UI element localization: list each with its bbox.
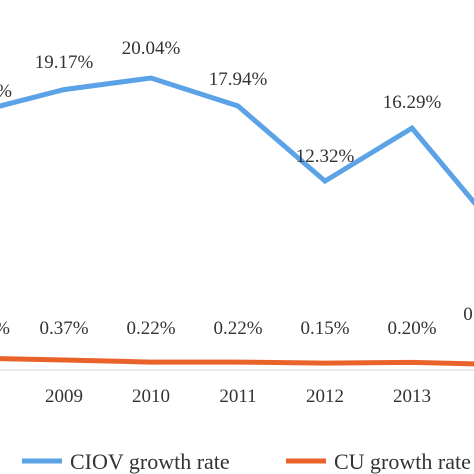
data-label: 0 — [463, 304, 473, 325]
x-tick-label: 2009 — [45, 386, 83, 407]
data-labels: % 19.17% 20.04% 17.94% 12.32% 16.29%% 0.37% 0.2… — [0, 38, 473, 339]
data-label: 17.94% — [209, 69, 268, 90]
legend-label-ciov: CIOV growth rate — [70, 449, 230, 474]
series-layer — [0, 75, 474, 367]
x-tick-label: 2011 — [219, 386, 256, 407]
data-label: % — [0, 81, 12, 102]
data-label: 0.15% — [300, 318, 349, 339]
series-line-0 — [0, 75, 474, 207]
x-tick-label: 2010 — [132, 386, 170, 407]
x-tick-label: 2013 — [393, 386, 431, 407]
data-label: 0.22% — [126, 318, 175, 339]
data-label: 12.32% — [296, 146, 355, 167]
x-tick-label: 2012 — [306, 386, 344, 407]
x-tick-labels: 2009 2010 2011 2012 2013 — [45, 386, 431, 407]
data-label: 0.37% — [39, 318, 88, 339]
data-label: % — [0, 318, 10, 339]
legend-label-cu: CU growth rate — [334, 449, 471, 474]
data-label: 16.29% — [383, 92, 442, 113]
data-label: 0.20% — [387, 318, 436, 339]
data-label: 0.22% — [213, 318, 262, 339]
series-line-1 — [0, 356, 474, 367]
data-label: 19.17% — [35, 52, 94, 73]
legend: CIOV growth rate CU growth rate — [22, 449, 471, 474]
data-label: 20.04% — [122, 38, 181, 59]
